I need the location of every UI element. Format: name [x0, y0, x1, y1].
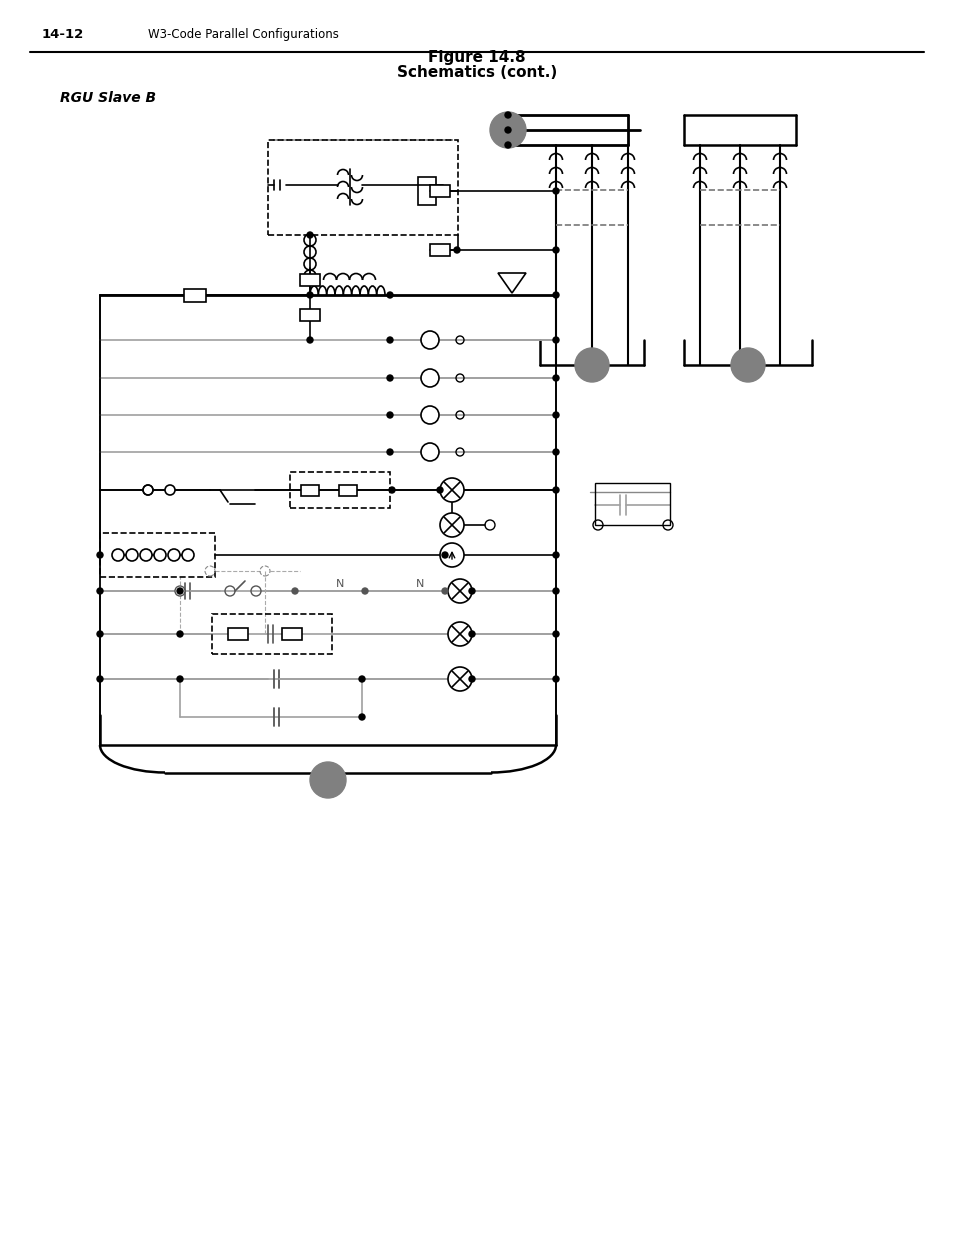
Bar: [268, 140, 457, 235]
Circle shape: [358, 714, 365, 720]
Circle shape: [387, 412, 393, 417]
Circle shape: [441, 552, 448, 558]
Bar: [301, 484, 318, 495]
Circle shape: [97, 676, 103, 682]
Circle shape: [168, 550, 180, 561]
Circle shape: [553, 247, 558, 253]
Circle shape: [177, 676, 183, 682]
Circle shape: [575, 348, 608, 382]
Circle shape: [504, 142, 511, 148]
Circle shape: [420, 331, 438, 350]
Circle shape: [420, 406, 438, 424]
Circle shape: [730, 348, 764, 382]
Circle shape: [97, 588, 103, 594]
Bar: [595, 483, 669, 525]
Text: W3-Code Parallel Configurations: W3-Code Parallel Configurations: [148, 28, 338, 41]
Circle shape: [553, 337, 558, 343]
Text: Schematics (cont.): Schematics (cont.): [396, 65, 557, 80]
Text: 14-12: 14-12: [42, 28, 84, 41]
Circle shape: [177, 631, 183, 637]
Circle shape: [165, 485, 174, 495]
Circle shape: [126, 550, 138, 561]
Circle shape: [420, 443, 438, 461]
Circle shape: [436, 487, 442, 493]
Text: N: N: [335, 579, 344, 589]
Circle shape: [553, 375, 558, 382]
Circle shape: [387, 337, 393, 343]
Bar: [228, 629, 248, 640]
Circle shape: [441, 588, 448, 594]
Circle shape: [454, 247, 459, 253]
Bar: [100, 534, 214, 577]
Bar: [299, 309, 319, 321]
Circle shape: [174, 585, 185, 597]
Circle shape: [439, 543, 463, 567]
Circle shape: [387, 450, 393, 454]
Circle shape: [553, 588, 558, 594]
Bar: [290, 472, 390, 508]
Bar: [282, 629, 302, 640]
Circle shape: [140, 550, 152, 561]
Circle shape: [490, 112, 525, 148]
Circle shape: [553, 631, 558, 637]
Circle shape: [307, 337, 313, 343]
Circle shape: [177, 588, 183, 594]
Bar: [299, 274, 319, 287]
Bar: [338, 484, 356, 495]
Circle shape: [448, 579, 472, 603]
Circle shape: [439, 513, 463, 537]
Text: N: N: [416, 579, 424, 589]
Bar: [212, 614, 332, 655]
Bar: [417, 177, 436, 205]
Circle shape: [292, 588, 297, 594]
Circle shape: [469, 631, 475, 637]
Circle shape: [182, 550, 193, 561]
Circle shape: [439, 478, 463, 501]
Circle shape: [420, 369, 438, 387]
Circle shape: [387, 291, 393, 298]
Circle shape: [553, 188, 558, 194]
Circle shape: [469, 676, 475, 682]
Circle shape: [553, 450, 558, 454]
Circle shape: [97, 552, 103, 558]
Circle shape: [504, 112, 511, 119]
Circle shape: [389, 487, 395, 493]
Circle shape: [307, 291, 313, 298]
Circle shape: [97, 631, 103, 637]
Bar: [430, 245, 450, 256]
Bar: [184, 289, 206, 301]
Circle shape: [553, 487, 558, 493]
Circle shape: [358, 676, 365, 682]
Circle shape: [448, 622, 472, 646]
Bar: [430, 185, 450, 198]
Text: RGU Slave B: RGU Slave B: [60, 91, 156, 105]
Circle shape: [553, 552, 558, 558]
Circle shape: [553, 291, 558, 298]
Circle shape: [504, 127, 511, 133]
Circle shape: [143, 485, 152, 495]
Circle shape: [469, 588, 475, 594]
Circle shape: [112, 550, 124, 561]
Circle shape: [153, 550, 166, 561]
Circle shape: [307, 232, 313, 238]
Circle shape: [387, 375, 393, 382]
Text: Figure 14.8: Figure 14.8: [428, 49, 525, 65]
Circle shape: [553, 412, 558, 417]
Circle shape: [310, 762, 346, 798]
Circle shape: [448, 667, 472, 692]
Circle shape: [361, 588, 368, 594]
Circle shape: [553, 676, 558, 682]
